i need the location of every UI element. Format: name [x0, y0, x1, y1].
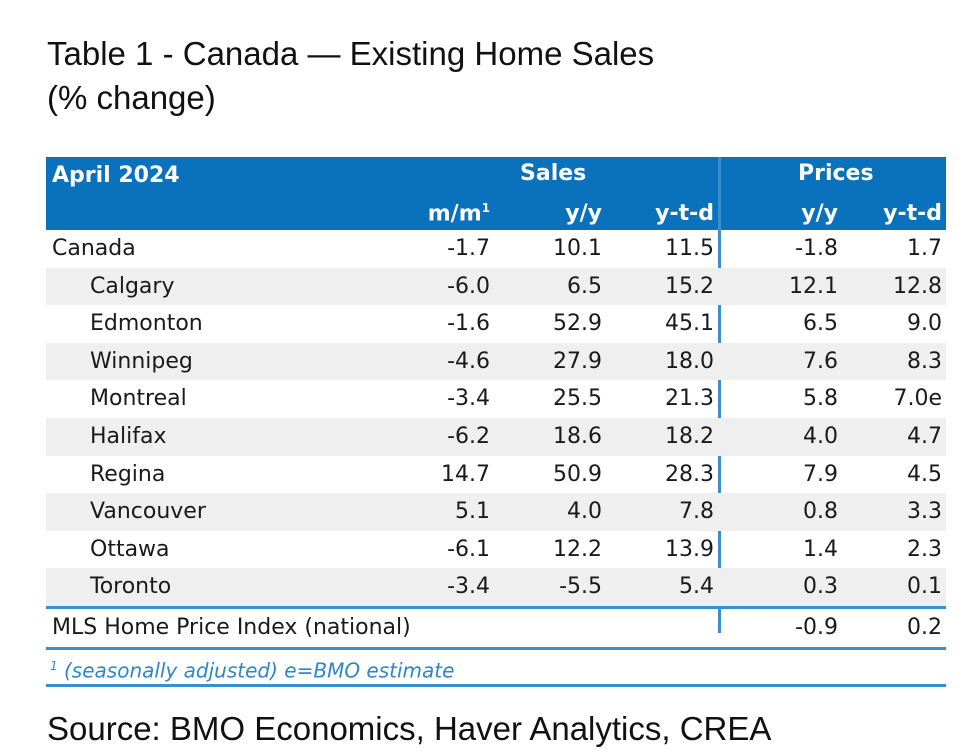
- cell: 14.7: [441, 461, 490, 487]
- cell: 27.9: [553, 348, 602, 374]
- cell: 1.7: [907, 236, 942, 261]
- table-row: Calgary -6.0 6.5 15.2 12.1 12.8: [46, 267, 946, 306]
- row-label: Regina: [90, 461, 166, 487]
- cell: 8.3: [907, 348, 942, 374]
- cell: 0.1: [907, 574, 942, 600]
- cell: 5.4: [679, 574, 714, 600]
- row-label: Ottawa: [90, 536, 170, 562]
- row-label: Edmonton: [90, 311, 203, 337]
- cell: 4.0: [567, 499, 602, 525]
- col-header-sales-yy: y/y: [565, 201, 602, 226]
- row-label: Winnipeg: [90, 348, 193, 374]
- divider: [46, 646, 946, 650]
- table-row: Regina 14.7 50.9 28.3 7.9 4.5: [46, 456, 946, 494]
- cell: 0.3: [803, 574, 838, 600]
- column-divider: [718, 157, 721, 633]
- cell: 7.6: [803, 348, 838, 374]
- cell: -1.8: [795, 236, 838, 261]
- cell: 3.3: [907, 499, 942, 525]
- cell: 4.7: [907, 423, 942, 449]
- cell: 11.5: [665, 236, 714, 261]
- cell: 5.1: [455, 499, 490, 525]
- table-row: Toronto -3.4 -5.5 5.4 0.3 0.1: [46, 568, 946, 606]
- table-row: Ottawa -6.1 12.2 13.9 1.4 2.3: [46, 531, 946, 569]
- table-row: Edmonton -1.6 52.9 45.1 6.5 9.0: [46, 305, 946, 343]
- cell: 7.8: [679, 499, 714, 525]
- cell: 2.3: [907, 536, 942, 562]
- col-header-prices-ytd: y-t-d: [883, 201, 942, 226]
- cell: 18.0: [665, 348, 714, 374]
- row-label: Halifax: [90, 423, 167, 449]
- cell: 28.3: [665, 461, 714, 487]
- cell: 45.1: [665, 311, 714, 337]
- divider: [46, 605, 946, 609]
- cell: 52.9: [553, 311, 602, 337]
- cell: 4.0: [803, 423, 838, 449]
- table-row: Montreal -3.4 25.5 21.3 5.8 7.0e: [46, 380, 946, 418]
- sales-group-header: Sales: [520, 161, 587, 186]
- mls-row: MLS Home Price Index (national) -0.9 0.2: [46, 609, 946, 647]
- footnote: 1 (seasonally adjusted) e=BMO estimate: [50, 658, 455, 683]
- table-row: Canada -1.7 10.1 11.5 -1.8 1.7: [46, 230, 946, 268]
- table-title: Table 1 - Canada — Existing Home Sales (…: [47, 35, 655, 116]
- divider: [46, 683, 946, 687]
- row-label: Vancouver: [90, 499, 206, 525]
- cell: 25.5: [553, 386, 602, 412]
- cell: 6.5: [567, 273, 602, 299]
- cell: 10.1: [553, 236, 602, 261]
- cell: -4.6: [447, 348, 490, 374]
- cell: 7.9: [803, 461, 838, 487]
- source-note: Source: BMO Economics, Haver Analytics, …: [47, 710, 772, 747]
- cell: -3.4: [447, 574, 490, 600]
- prices-group-header: Prices: [798, 161, 874, 186]
- row-label: MLS Home Price Index (national): [52, 614, 411, 640]
- cell: 12.1: [789, 273, 838, 299]
- cell: -1.7: [447, 236, 490, 261]
- table-row: Halifax -6.2 18.6 18.2 4.0 4.7: [46, 417, 946, 456]
- cell: -6.0: [447, 273, 490, 299]
- row-label: Canada: [52, 236, 136, 261]
- cell: 9.0: [907, 311, 942, 337]
- cell: 13.9: [665, 536, 714, 562]
- cell: 18.2: [665, 423, 714, 449]
- cell: -6.1: [447, 536, 490, 562]
- cell: -6.2: [447, 423, 490, 449]
- period-label: April 2024: [52, 163, 180, 188]
- cell: 12.8: [893, 273, 942, 299]
- row-label: Toronto: [90, 574, 172, 600]
- cell: 50.9: [553, 461, 602, 487]
- cell: 4.5: [907, 461, 942, 487]
- cell: -1.6: [447, 311, 490, 337]
- cell: 18.6: [553, 423, 602, 449]
- cell: 7.0e: [893, 386, 942, 412]
- cell: -0.9: [795, 614, 838, 640]
- col-header-sales-ytd: y-t-d: [655, 201, 714, 226]
- table-header: April 2024 Sales Prices m/m1 y/y y-t-d y…: [46, 157, 946, 230]
- cell: -5.5: [559, 574, 602, 600]
- cell: 15.2: [665, 273, 714, 299]
- cell: 12.2: [553, 536, 602, 562]
- row-label: Calgary: [90, 273, 175, 299]
- table-row: Vancouver 5.1 4.0 7.8 0.8 3.3: [46, 493, 946, 531]
- row-label: Montreal: [90, 386, 187, 412]
- cell: 0.8: [803, 499, 838, 525]
- cell: 6.5: [803, 311, 838, 337]
- home-sales-table: April 2024 Sales Prices m/m1 y/y y-t-d y…: [46, 157, 946, 687]
- table-row: Winnipeg -4.6 27.9 18.0 7.6 8.3: [46, 342, 946, 381]
- cell: 1.4: [803, 536, 838, 562]
- cell: -3.4: [447, 386, 490, 412]
- cell: 21.3: [665, 386, 714, 412]
- cell: 0.2: [907, 614, 942, 640]
- col-header-prices-yy: y/y: [801, 201, 838, 226]
- cell: 5.8: [803, 386, 838, 412]
- col-header-mm: m/m1: [427, 201, 490, 227]
